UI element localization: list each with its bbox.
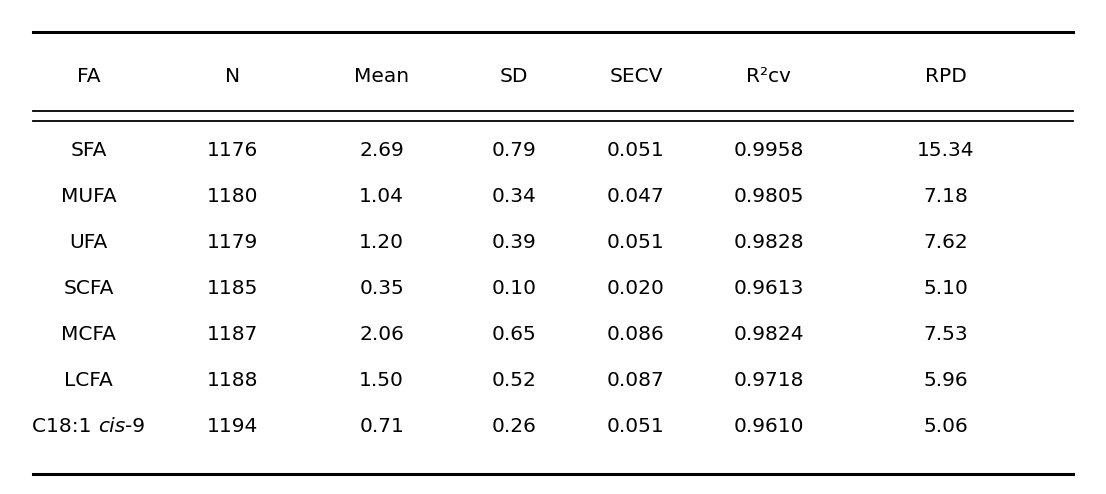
Text: 0.35: 0.35 [359, 279, 404, 298]
Text: 0.9958: 0.9958 [733, 141, 804, 160]
Text: 0.9805: 0.9805 [733, 187, 804, 206]
Text: RPD: RPD [925, 67, 967, 86]
Text: 5.96: 5.96 [924, 371, 968, 390]
Text: 0.9613: 0.9613 [733, 279, 804, 298]
Text: N: N [225, 67, 240, 86]
Text: 1180: 1180 [207, 187, 258, 206]
Text: 0.9610: 0.9610 [733, 417, 804, 436]
Text: Mean: Mean [354, 67, 409, 86]
Text: 1.20: 1.20 [359, 233, 404, 252]
Text: cis: cis [98, 417, 125, 436]
Text: 0.9718: 0.9718 [733, 371, 804, 390]
Text: 1194: 1194 [207, 417, 258, 436]
Text: 1185: 1185 [207, 279, 258, 298]
Text: 1176: 1176 [207, 141, 258, 160]
Text: 0.52: 0.52 [492, 371, 536, 390]
Text: 0.26: 0.26 [492, 417, 536, 436]
Text: 0.020: 0.020 [607, 279, 665, 298]
Text: 0.34: 0.34 [492, 187, 536, 206]
Text: MUFA: MUFA [61, 187, 116, 206]
Text: SFA: SFA [71, 141, 106, 160]
Text: C18:1: C18:1 [32, 417, 98, 436]
Text: R²cv: R²cv [747, 67, 791, 86]
Text: FA: FA [76, 67, 101, 86]
Text: 7.62: 7.62 [924, 233, 968, 252]
Text: 0.047: 0.047 [607, 187, 665, 206]
Text: 1188: 1188 [207, 371, 258, 390]
Text: 1187: 1187 [207, 325, 258, 344]
Text: MCFA: MCFA [61, 325, 116, 344]
Text: -9: -9 [125, 417, 145, 436]
Text: UFA: UFA [70, 233, 107, 252]
Text: 0.71: 0.71 [359, 417, 404, 436]
Text: SCFA: SCFA [63, 279, 114, 298]
Text: 0.086: 0.086 [607, 325, 665, 344]
Text: 0.051: 0.051 [607, 141, 665, 160]
Text: SECV: SECV [609, 67, 662, 86]
Text: 0.65: 0.65 [492, 325, 536, 344]
Text: LCFA: LCFA [64, 371, 113, 390]
Text: 0.39: 0.39 [492, 233, 536, 252]
Text: 1.50: 1.50 [359, 371, 404, 390]
Text: 0.9828: 0.9828 [733, 233, 804, 252]
Text: 1.04: 1.04 [359, 187, 404, 206]
Text: 0.051: 0.051 [607, 417, 665, 436]
Text: 7.18: 7.18 [924, 187, 968, 206]
Text: 1179: 1179 [207, 233, 258, 252]
Text: 0.10: 0.10 [492, 279, 536, 298]
Text: 2.06: 2.06 [359, 325, 404, 344]
Text: 7.53: 7.53 [924, 325, 968, 344]
Text: 0.79: 0.79 [492, 141, 536, 160]
Text: 5.10: 5.10 [924, 279, 968, 298]
Text: 0.051: 0.051 [607, 233, 665, 252]
Text: 0.9824: 0.9824 [733, 325, 804, 344]
Text: SD: SD [500, 67, 529, 86]
Text: 2.69: 2.69 [359, 141, 404, 160]
Text: 15.34: 15.34 [917, 141, 974, 160]
Text: 0.087: 0.087 [607, 371, 665, 390]
Text: 5.06: 5.06 [924, 417, 968, 436]
